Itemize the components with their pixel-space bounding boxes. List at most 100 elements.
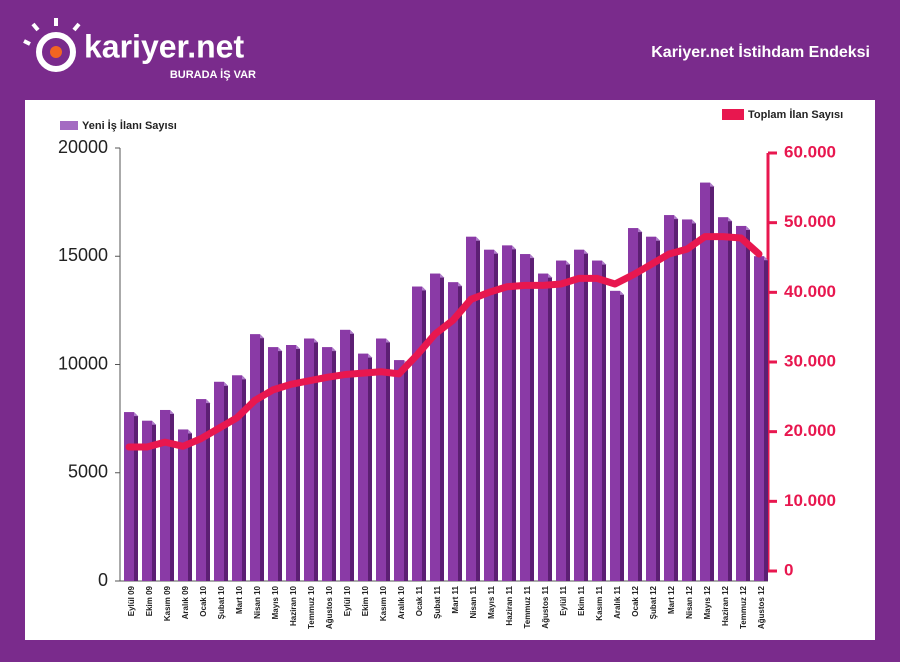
x-tick-label: Mayıs 12 [703, 585, 712, 619]
y-tick-label: 5000 [68, 462, 108, 482]
bar-side [548, 273, 552, 581]
x-tick-label: Mart 12 [667, 585, 676, 614]
x-tick-label: Kasım 09 [163, 585, 172, 621]
bar-side [152, 420, 156, 581]
bar-side [656, 236, 660, 581]
x-tick-label: Mayıs 10 [271, 585, 280, 619]
x-tick-label: Eylül 11 [559, 585, 568, 615]
y-tick-label: 10000 [58, 353, 108, 373]
bar-side [530, 254, 534, 581]
bar [700, 182, 710, 581]
bar [754, 256, 764, 581]
chart: 0 5000 10000 15000 20000 0 10.000 20.000 30.000 4… [58, 108, 843, 629]
x-tick-label: Temmuz 12 [739, 585, 748, 629]
bar [232, 375, 242, 581]
x-tick-label: Ağustos 11 [541, 585, 550, 628]
bar-side [638, 228, 642, 582]
bar-side [746, 225, 750, 581]
bar [268, 347, 278, 581]
x-tick-label: Nisan 10 [253, 585, 262, 618]
x-tick-label: Ağustos 10 [325, 585, 334, 629]
bar [682, 219, 692, 581]
y2-tick-label: 10.000 [784, 491, 836, 510]
x-tick-label: Kasım 10 [379, 585, 388, 621]
logo: kariyer.net [84, 28, 244, 64]
bar-side [170, 409, 174, 581]
bar [646, 236, 656, 581]
x-tick-label: Şubat 12 [649, 585, 658, 619]
bar-side [458, 282, 462, 581]
bar [304, 338, 314, 581]
legend-swatch [60, 121, 78, 130]
bar [718, 217, 728, 581]
x-tick-label: Eylül 10 [343, 585, 352, 616]
bar [610, 290, 620, 581]
x-tick-label: Kasım 11 [595, 585, 604, 620]
y2-tick-label: 50.000 [784, 212, 836, 231]
x-tick-label: Ekim 10 [361, 585, 370, 616]
bar-side [620, 290, 624, 581]
x-tick-label: Temmuz 10 [307, 585, 316, 629]
bar [250, 334, 260, 581]
y-tick-label: 15000 [58, 245, 108, 265]
bar-side [188, 429, 192, 581]
bar [466, 236, 476, 581]
bar-side [440, 273, 444, 581]
bar [664, 215, 674, 582]
bar-side [332, 347, 336, 581]
line [125, 233, 763, 451]
x-tick-label: Ocak 10 [199, 585, 208, 616]
bar-side [584, 249, 588, 581]
legend-swatch [722, 109, 744, 120]
bar [412, 286, 422, 581]
bar [520, 254, 530, 581]
bar-side [566, 260, 570, 581]
bar [394, 360, 404, 581]
bar-side [134, 412, 138, 581]
bar-side [422, 286, 426, 581]
bar-side [728, 217, 732, 581]
tagline: BURADA İŞ VAR [170, 68, 256, 81]
bar [178, 429, 188, 581]
bar [484, 249, 494, 581]
bar-side [368, 353, 372, 581]
bar-side [512, 245, 516, 582]
bar-side [494, 249, 498, 581]
bar [448, 282, 458, 581]
x-tick-label: Mart 11 [451, 585, 460, 613]
y-tick-label: 20000 [58, 137, 108, 157]
x-tick-label: Mayıs 11 [487, 585, 496, 618]
bar-side [692, 219, 696, 581]
bar-side [710, 182, 714, 581]
bar-side [674, 215, 678, 582]
x-tick-label: Ocak 11 [415, 585, 424, 616]
bar-side [206, 399, 210, 581]
bar [736, 225, 746, 581]
bar [160, 409, 170, 581]
x-tick-label: Aralık 09 [181, 585, 190, 619]
bar [592, 260, 602, 581]
x-tick-label: Haziran 11 [505, 585, 514, 625]
y2-tick-label: 30.000 [784, 351, 836, 370]
y2-tick-label: 60.000 [784, 142, 836, 161]
bar-side [296, 345, 300, 581]
y2-tick-label: 40.000 [784, 282, 836, 301]
bar [286, 345, 296, 581]
bar-side [476, 236, 480, 581]
x-tick-label: Ağustos 12 [757, 585, 766, 629]
bar-side [350, 329, 354, 581]
bar [358, 353, 368, 581]
bar [376, 338, 386, 581]
x-tick-label: Haziran 10 [289, 585, 298, 626]
x-tick-label: Haziran 12 [721, 585, 730, 626]
legend-label: Toplam İlan Sayısı [748, 108, 843, 121]
y-tick-label: 0 [98, 570, 108, 590]
bar-side [404, 360, 408, 581]
x-tick-label: Mart 10 [235, 585, 244, 614]
bar-side [602, 260, 606, 581]
bar-side [242, 375, 246, 581]
x-tick-label: Şubat 11 [433, 585, 442, 618]
bar [322, 347, 332, 581]
x-tick-label: Ekim 09 [145, 585, 154, 616]
legend-label: Yeni İş İlanı Sayısı [82, 119, 177, 132]
